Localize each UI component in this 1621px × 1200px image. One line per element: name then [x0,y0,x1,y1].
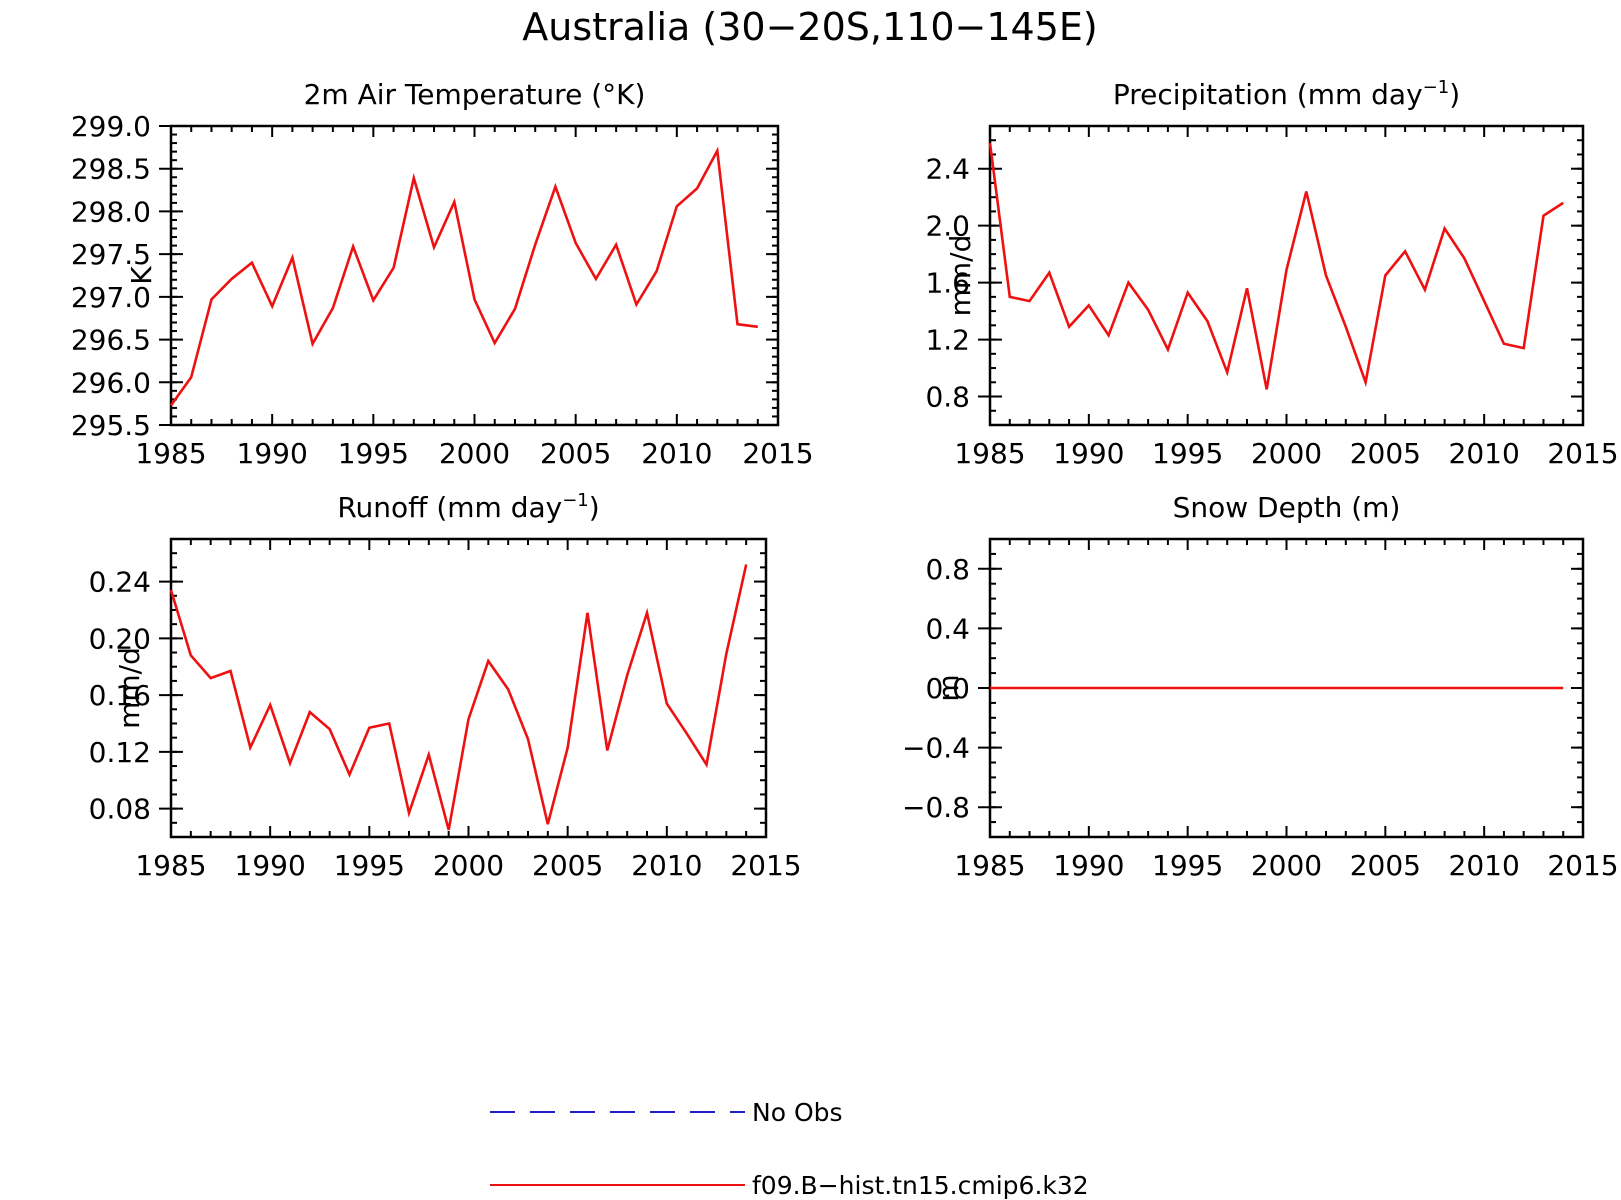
figure-title: Australia (30−20S,110−145E) [522,5,1097,49]
y-tick-label: 0.16 [89,679,151,712]
panel-title: Snow Depth (m) [1173,491,1401,524]
y-tick-label: 298.5 [71,153,151,186]
y-tick-label: 2.4 [925,153,970,186]
x-tick-label: 2005 [1350,437,1421,470]
panel-title-superscript: −1 [1423,77,1450,98]
y-axis-label: mm/d [113,647,146,729]
legend-label-model: f09.B−hist.tn15.cmip6.k32 [752,1171,1089,1200]
y-axis-label: K [125,266,158,285]
panel-title-end: ) [1449,78,1460,111]
x-tick-label: 2005 [1350,849,1421,882]
y-tick-label: 0.8 [925,553,970,586]
y-tick-label: 296.0 [71,366,151,399]
panel-title: 2m Air Temperature (°K) [304,78,646,111]
y-tick-label: 297.5 [71,238,151,271]
panel-snow-depth: 1985 1990 1995 2000 2005 2010 2015 −0.8 −0.4 0.0 0… [902,491,1619,882]
x-tick-label: 2005 [532,849,603,882]
x-tick-label: 1995 [338,437,409,470]
y-tick-label: 295.5 [71,409,151,442]
y-tick-label: 296.5 [71,324,151,357]
y-tick-label: 0.12 [89,736,151,769]
y-tick-label: 1.2 [925,324,970,357]
plot-frame [169,537,768,839]
x-tick-label: 2000 [1251,437,1322,470]
y-tick-label: 0.4 [925,612,970,645]
panel-title-superscript: −1 [562,490,589,511]
y-tick-label: −0.8 [902,791,970,824]
panel-title: Runoff (mm day−1) [337,490,599,524]
x-tick-label: 2010 [631,849,702,882]
x-tick-label: 2005 [540,437,611,470]
x-tick-label: 1985 [954,437,1025,470]
x-tick-label: 1990 [1053,437,1124,470]
y-tick-label: −0.4 [902,732,970,765]
y-tick-label: 299.0 [71,110,151,143]
x-tick-label: 1990 [1053,849,1124,882]
x-tick-label: 1985 [135,849,206,882]
x-tick-label: 2010 [1449,849,1520,882]
x-tick-label: 2010 [1449,437,1520,470]
series-line [169,146,758,407]
panel-title: Precipitation (mm day−1) [1113,77,1460,111]
panel-title-end: ) [589,491,600,524]
y-axis-label: mm/d [944,235,977,317]
y-tick-label: 0.20 [89,622,151,655]
x-tick-label: 1995 [1152,437,1223,470]
x-tick-label: 1985 [135,437,206,470]
y-tick-label: 297.0 [71,281,151,314]
x-tick-label: 1990 [237,437,308,470]
series-line [169,564,748,831]
x-tick-label: 2000 [433,849,504,882]
panel-air-temperature: 1985 1990 1995 2000 2005 2010 2015 295.5 296.0 29… [71,78,814,470]
legend: No Obs f09.B−hist.tn15.cmip6.k32 [490,1098,1089,1200]
panel-runoff: 1985 1990 1995 2000 2005 2010 2015 0.08 0.12 0.16… [89,490,802,882]
x-tick-label: 1985 [954,849,1025,882]
x-tick-label: 1995 [334,849,405,882]
x-tick-label: 2015 [1547,437,1618,470]
y-tick-label: 1.6 [925,267,970,300]
y-tick-label: 0.24 [89,566,151,599]
y-tick-label: 2.0 [925,210,970,243]
x-tick-label: 2000 [439,437,510,470]
x-tick-label: 2010 [641,437,712,470]
x-tick-label: 2015 [730,849,801,882]
series-line [988,142,1564,390]
y-axis-label: m [932,674,965,701]
y-tick-label: 0.08 [89,793,151,826]
x-tick-label: 2000 [1251,849,1322,882]
x-tick-label: 1990 [235,849,306,882]
y-tick-label: 0.8 [925,381,970,414]
y-tick-label: 298.0 [71,195,151,228]
plot-frame [169,124,780,427]
panel-precipitation: 1985 1990 1995 2000 2005 2010 2015 0.8 1.2 1.6 2.0… [925,77,1618,470]
y-tick-label: 0.0 [925,672,970,705]
x-tick-label: 2015 [742,437,813,470]
x-tick-label: 2015 [1547,849,1618,882]
legend-label-no-obs: No Obs [752,1098,843,1127]
x-tick-label: 1995 [1152,849,1223,882]
